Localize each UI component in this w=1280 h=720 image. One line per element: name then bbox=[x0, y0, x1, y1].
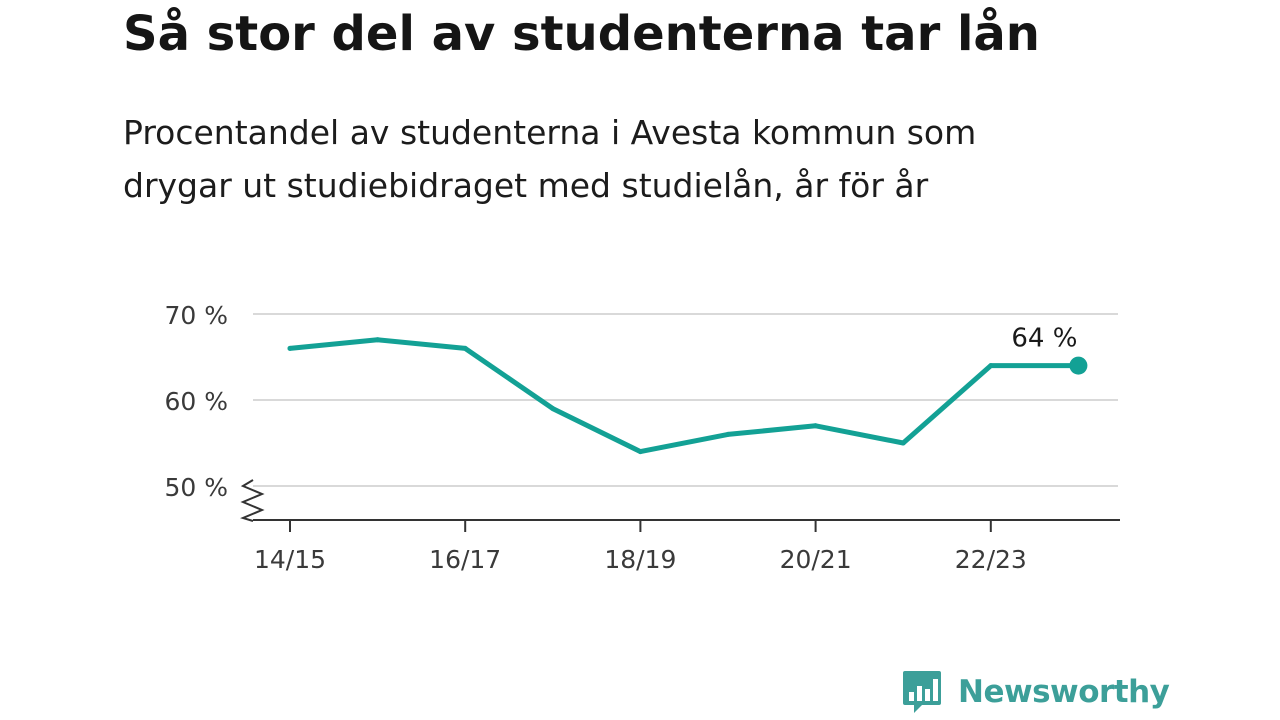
y-tick-label: 60 % bbox=[164, 387, 228, 416]
axis-break-zigzag bbox=[240, 479, 265, 522]
x-tick-label: 22/23 bbox=[955, 545, 1027, 574]
line-chart: 50 % 60 % 70 % 14/15 16/17 18/19 20/21 22/23 6… bbox=[164, 301, 1120, 574]
series-layer bbox=[287, 337, 1088, 455]
chart-subtitle: Procentandel av studenterna i Avesta kom… bbox=[123, 113, 977, 205]
x-tick-label: 14/15 bbox=[254, 545, 326, 574]
chart-title: Så stor del av studenterna tar lån bbox=[123, 6, 1040, 62]
axis-break bbox=[240, 479, 265, 522]
gridlines bbox=[253, 313, 1118, 487]
newsworthy-logo[interactable]: Newsworthy bbox=[902, 670, 1170, 714]
end-point-marker bbox=[1069, 356, 1088, 375]
data-point bbox=[462, 345, 468, 351]
x-tick-label: 18/19 bbox=[604, 545, 676, 574]
y-tick-label: 70 % bbox=[164, 301, 228, 330]
x-axis: 14/15 16/17 18/19 20/21 22/23 bbox=[253, 519, 1120, 574]
y-axis-labels: 50 % 60 % 70 % bbox=[164, 301, 228, 502]
x-tick-label: 16/17 bbox=[429, 545, 501, 574]
annotation-layer: 64 % bbox=[1011, 324, 1077, 354]
bar-chart-speech-bubble-icon bbox=[903, 671, 941, 713]
data-point bbox=[725, 431, 731, 437]
data-point bbox=[550, 406, 556, 412]
data-point bbox=[287, 345, 293, 351]
y-tick-label: 50 % bbox=[164, 473, 228, 502]
brand-name: Newsworthy bbox=[958, 674, 1170, 710]
data-point bbox=[375, 337, 381, 343]
end-value-label: 64 % bbox=[1011, 324, 1077, 354]
series-line bbox=[287, 337, 1081, 455]
x-tick-label: 20/21 bbox=[780, 545, 852, 574]
data-point bbox=[988, 363, 994, 369]
data-point bbox=[637, 449, 643, 455]
data-point bbox=[813, 423, 819, 429]
data-point bbox=[900, 440, 906, 446]
